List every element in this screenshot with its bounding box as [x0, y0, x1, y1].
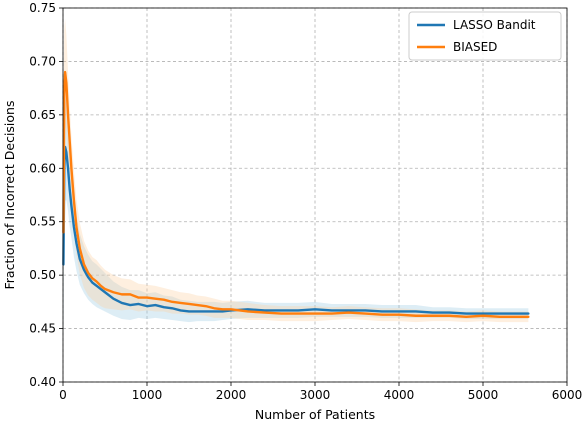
x-tick-label: 4000	[384, 388, 415, 402]
y-tick-label: 0.70	[29, 54, 56, 68]
y-axis-ticks: 0.40 0.45 0.50 0.55 0.60 0.65 0.70 0.75	[29, 1, 63, 389]
series-lines	[62, 70, 530, 319]
y-tick-label: 0.60	[29, 161, 56, 175]
legend: LASSO Bandit BIASED	[408, 11, 562, 61]
x-tick-label: 5000	[468, 388, 499, 402]
y-tick-label: 0.65	[29, 108, 56, 122]
y-tick-label: 0.45	[29, 322, 56, 336]
x-axis-label: Number of Patients	[255, 407, 375, 422]
x-tick-label: 6000	[552, 388, 583, 402]
confidence-band-1	[63, 18, 529, 323]
x-axis-ticks: 0 1000 2000 3000 4000 5000 6000	[59, 382, 582, 402]
grid	[62, 7, 568, 383]
y-tick-label: 0.50	[29, 268, 56, 282]
series-line-0	[62, 145, 530, 315]
x-tick-label: 0	[59, 388, 67, 402]
legend-box	[408, 11, 562, 61]
legend-label: LASSO Bandit	[453, 18, 536, 32]
x-tick-label: 2000	[216, 388, 247, 402]
confidence-bands	[63, 18, 529, 350]
x-tick-label: 3000	[300, 388, 331, 402]
y-tick-label: 0.75	[29, 1, 56, 15]
y-tick-label: 0.55	[29, 215, 56, 229]
legend-label: BIASED	[453, 40, 497, 54]
x-tick-label: 1000	[132, 388, 163, 402]
y-axis-label: Fraction of Incorrect Decisions	[2, 101, 17, 290]
y-tick-label: 0.40	[29, 375, 56, 389]
series-line-1	[62, 70, 530, 319]
